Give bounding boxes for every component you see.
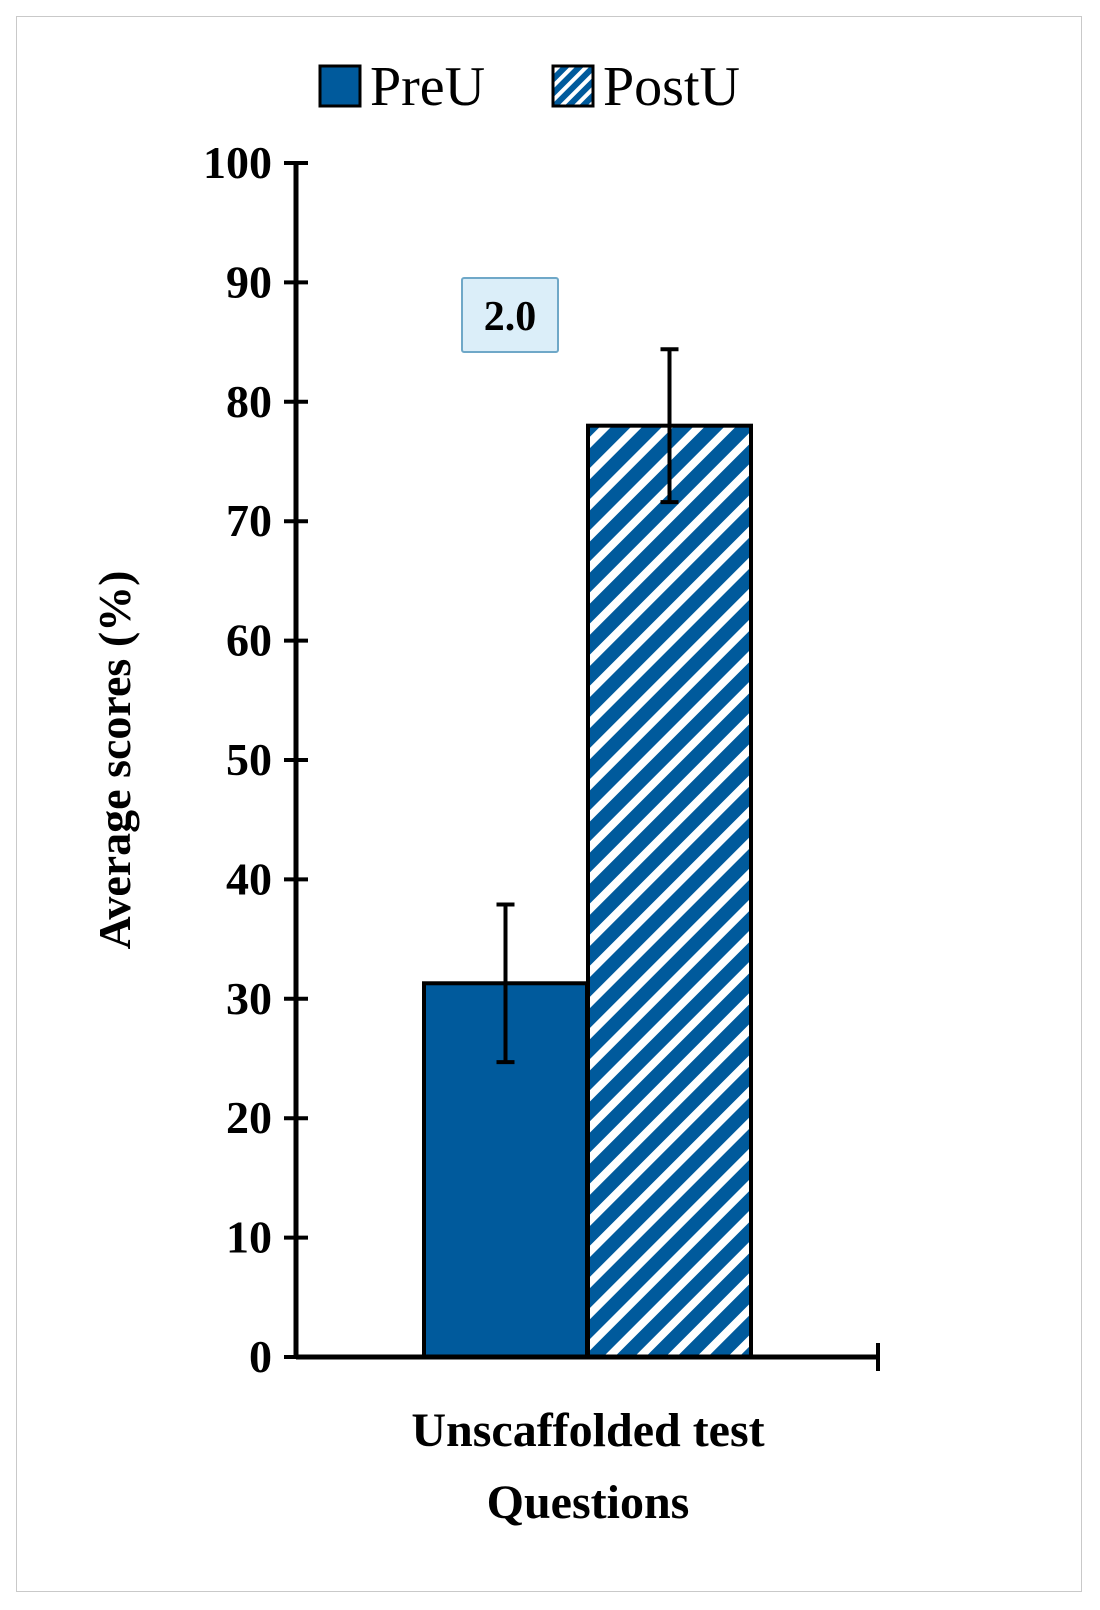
legend-label-postu: PostU xyxy=(603,56,740,118)
y-tick-label: 20 xyxy=(226,1092,272,1143)
y-tick-label: 40 xyxy=(226,853,272,904)
y-tick-label: 100 xyxy=(203,137,272,188)
y-tick-label: 10 xyxy=(226,1212,272,1263)
category-label-line-2: Questions xyxy=(487,1476,690,1529)
legend-swatch-preu xyxy=(318,64,362,108)
y-axis: 0 10 20 30 40 50 60 70 80 90 100 xyxy=(203,137,308,1382)
bars xyxy=(422,347,753,1359)
y-axis-label: Average scores (%) xyxy=(89,571,140,950)
legend: PreU PostU xyxy=(318,56,740,118)
y-tick-label: 30 xyxy=(226,973,272,1024)
annotation-label: 2.0 xyxy=(484,294,537,340)
y-tick-label: 50 xyxy=(226,734,272,785)
y-tick-label: 60 xyxy=(226,615,272,666)
y-tick-label: 80 xyxy=(226,376,272,427)
x-axis xyxy=(296,1343,880,1371)
legend-swatch-postu xyxy=(551,64,595,108)
legend-label-preu: PreU xyxy=(370,56,485,118)
annotation-box: 2.0 xyxy=(461,277,559,353)
y-tick-label: 90 xyxy=(226,256,272,307)
y-tick-label: 70 xyxy=(226,495,272,546)
bar-postu xyxy=(586,423,753,1359)
category-label-line-1: Unscaffolded test xyxy=(411,1404,764,1457)
y-tick-label: 0 xyxy=(249,1331,272,1382)
